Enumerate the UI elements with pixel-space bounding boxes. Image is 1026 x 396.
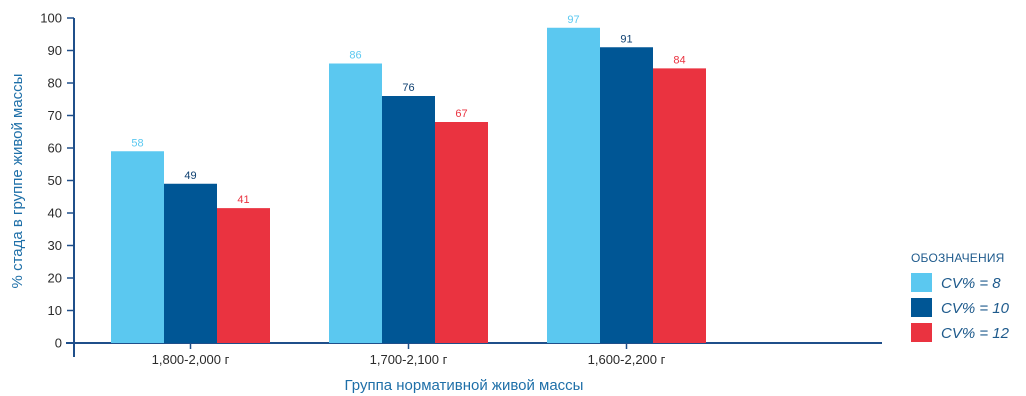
x-axis-title: Группа нормативной живой массы: [345, 377, 584, 394]
data-label: 97: [567, 14, 579, 26]
y-axis-ticks: 0 10 20 30 40 50 60 70 80 90 100: [40, 11, 74, 351]
legend: ОБОЗНАЧЕНИЯ CV% = 8 CV% = 10 CV% = 12: [911, 251, 1010, 342]
bar: [164, 183, 217, 343]
data-label: 58: [131, 137, 143, 149]
data-label: 67: [455, 108, 467, 120]
data-label: 84: [673, 54, 685, 66]
legend-label: CV% = 10: [941, 300, 1010, 317]
legend-label: CV% = 8: [941, 275, 1001, 292]
y-tick-label: 100: [40, 11, 62, 26]
bar: [653, 68, 706, 343]
y-axis-title: % стада в группе живой массы: [9, 74, 26, 289]
legend-swatch: [911, 323, 932, 342]
legend-swatch: [911, 273, 932, 292]
legend-title: ОБОЗНАЧЕНИЯ: [911, 251, 1005, 265]
y-tick-label: 80: [48, 76, 62, 91]
y-tick-label: 20: [48, 271, 62, 286]
y-tick-label: 30: [48, 238, 62, 253]
y-tick-label: 70: [48, 108, 62, 123]
data-label: 86: [349, 50, 361, 62]
bar: [547, 27, 600, 343]
bar: [329, 63, 382, 343]
y-tick-label: 40: [48, 206, 62, 221]
bars: 58 49 41 86 76 67 97 91 84: [111, 14, 706, 343]
bar: [435, 122, 488, 343]
y-tick-label: 10: [48, 303, 62, 318]
y-tick-label: 0: [55, 336, 62, 351]
y-tick-label: 50: [48, 173, 62, 188]
data-label: 41: [237, 194, 249, 206]
x-tick-label: 1,700-2,100 г: [370, 352, 448, 367]
data-label: 76: [402, 82, 414, 94]
x-axis-ticks: 1,800-2,000 г 1,700-2,100 г 1,600-2,200 г: [152, 343, 666, 367]
legend-label: CV% = 12: [941, 325, 1010, 342]
bar: [382, 96, 435, 343]
bar: [111, 151, 164, 343]
bar: [217, 208, 270, 343]
x-tick-label: 1,600-2,200 г: [588, 352, 666, 367]
legend-swatch: [911, 298, 932, 317]
y-tick-label: 90: [48, 43, 62, 58]
y-tick-label: 60: [48, 141, 62, 156]
data-label: 91: [620, 33, 632, 45]
bar: [600, 47, 653, 343]
data-label: 49: [184, 170, 196, 182]
x-tick-label: 1,800-2,000 г: [152, 352, 230, 367]
